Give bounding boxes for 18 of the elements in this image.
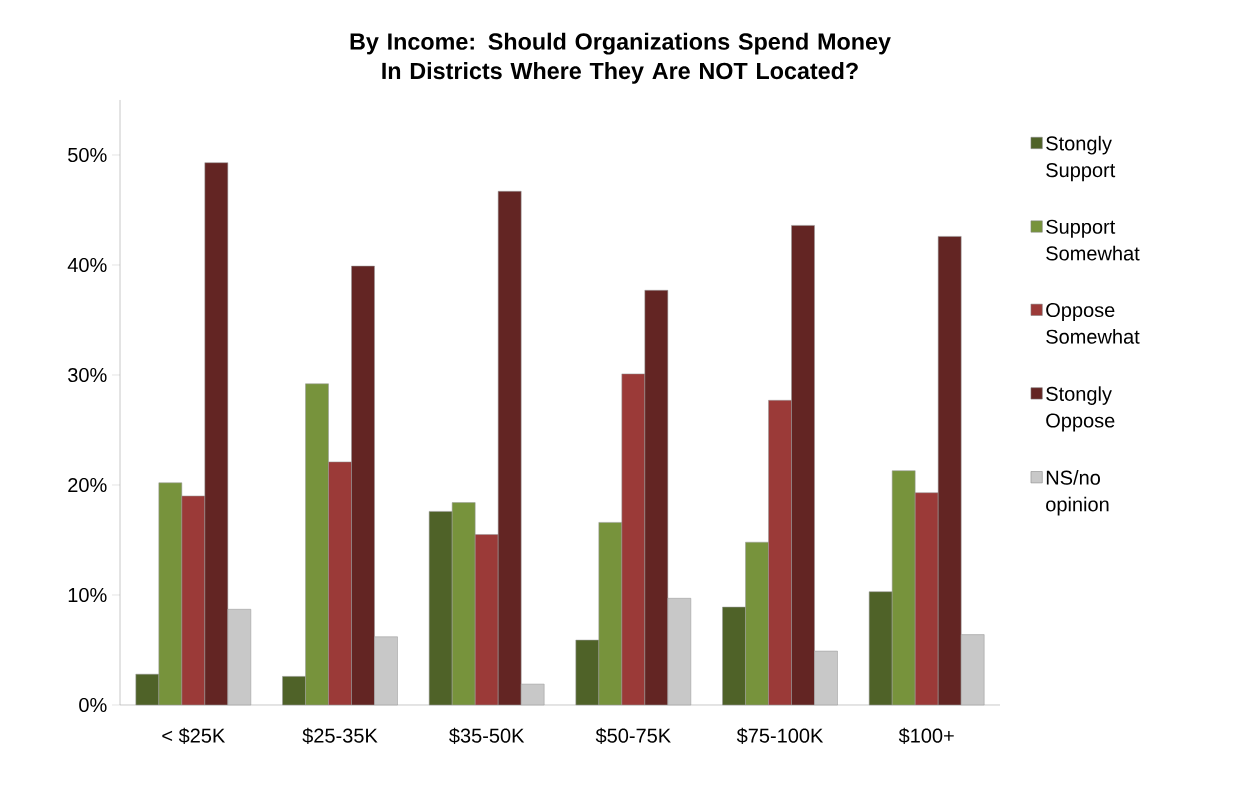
chart-title: By Income: Should Organizations Spend Money In Districts Where They Are NOT Located? (350, 32, 891, 84)
legend-label: Stongly Support (1046, 135, 1116, 182)
legend-label: Support Somewhat (1046, 219, 1140, 261)
x-tick-label: < $25K (162, 727, 226, 744)
y-tick-label: 10% (68, 587, 107, 603)
y-tick-label: 0% (79, 697, 107, 713)
legend-label: Stongly Oppose (1046, 386, 1115, 432)
x-tick-label: $50-75K (595, 727, 671, 744)
x-tick-label: $25-35K (302, 727, 378, 744)
y-tick-label: 40% (67, 257, 107, 273)
x-tick-label: $100+ (898, 727, 954, 744)
x-tick-label: $35-50K (449, 727, 525, 744)
legend-label: Oppose Somewhat (1046, 302, 1140, 344)
legend-label: NS/no opinion (1046, 470, 1109, 516)
x-tick-label: $75-100K (736, 727, 824, 744)
y-tick-label: 30% (68, 367, 107, 383)
y-tick-label: 50% (68, 147, 107, 163)
y-tick-label: 20% (68, 477, 107, 493)
